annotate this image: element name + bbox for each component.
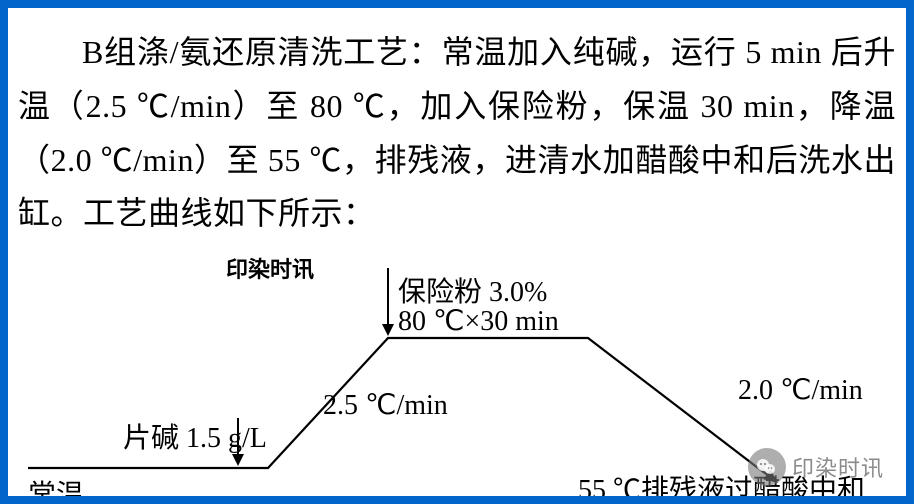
paragraph-text: B组涤/氨还原清洗工艺：常温加入纯碱，运行 5 min 后升温（2.5 ℃/mi…	[18, 34, 896, 231]
content-frame: B组涤/氨还原清洗工艺：常温加入纯碱，运行 5 min 后升温（2.5 ℃/mi…	[8, 8, 906, 496]
label-cool-rate: 2.0 ℃/min	[738, 373, 863, 407]
watermark-footer-text: 印染时讯	[792, 451, 884, 483]
watermark-footer: 印染时讯	[748, 448, 884, 486]
additive-arrow-head	[382, 324, 394, 336]
wechat-icon	[748, 448, 786, 486]
label-alkali: 片碱 1.5 g/L	[123, 416, 267, 456]
label-heat-rate: 2.5 ℃/min	[323, 388, 448, 422]
process-description: B组涤/氨还原清洗工艺：常温加入纯碱，运行 5 min 后升温（2.5 ℃/mi…	[18, 26, 896, 241]
label-hold: 80 ℃×30 min	[398, 304, 559, 338]
label-room-temp: 常温	[28, 473, 84, 496]
